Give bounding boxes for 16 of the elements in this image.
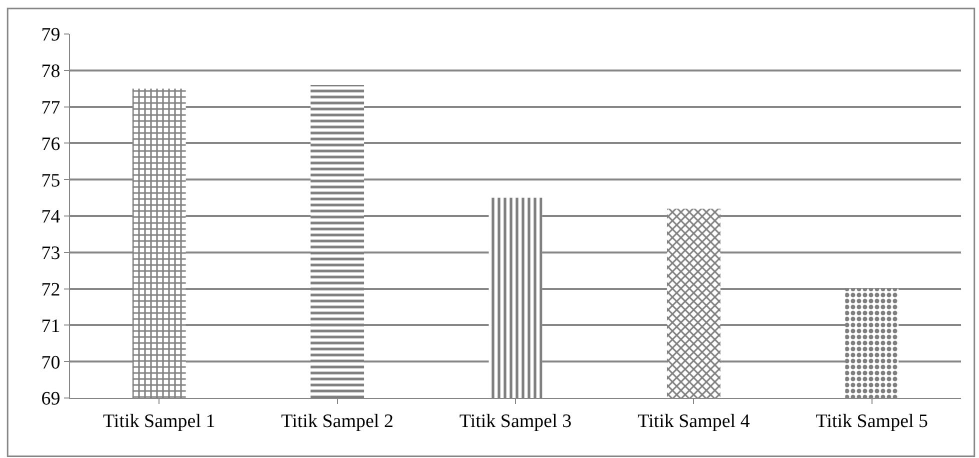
y-tick-label: 74 bbox=[41, 206, 61, 228]
y-tick-label: 71 bbox=[41, 316, 60, 337]
y-tick-label: 72 bbox=[41, 279, 60, 300]
x-tick-label: Titik Sampel 3 bbox=[459, 410, 572, 432]
y-tick-label: 69 bbox=[41, 388, 60, 410]
x-tick-label: Titik Sampel 4 bbox=[638, 410, 750, 432]
x-tick-label: Titik Sampel 5 bbox=[816, 410, 928, 432]
y-tick-label: 76 bbox=[41, 134, 60, 155]
y-tick-label: 75 bbox=[41, 170, 60, 192]
y-tick-label: 77 bbox=[41, 97, 60, 118]
x-tick-label: Titik Sampel 2 bbox=[281, 410, 394, 432]
y-tick-label: 79 bbox=[41, 24, 60, 46]
y-tick-label: 78 bbox=[41, 61, 60, 82]
y-tick-label: 73 bbox=[41, 243, 60, 264]
y-tick-label: 70 bbox=[41, 352, 60, 374]
x-tick-label: Titik Sampel 1 bbox=[102, 410, 216, 432]
